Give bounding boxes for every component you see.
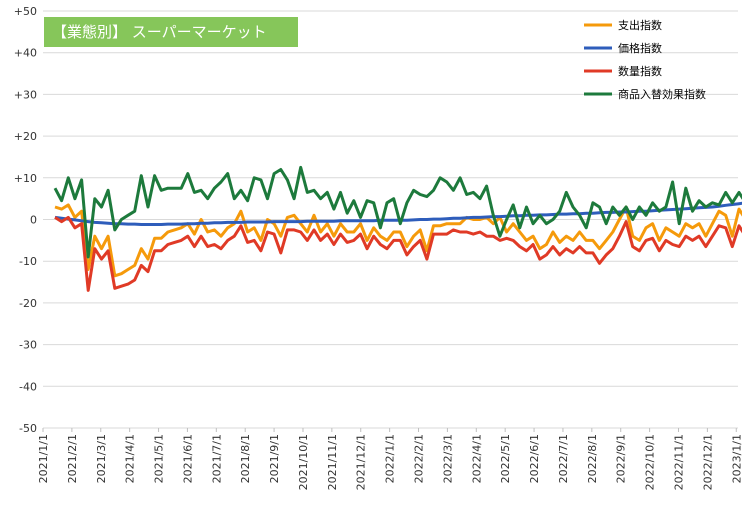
y-tick-label: -20: [19, 297, 37, 310]
x-tick-label: 2021/2/1: [66, 434, 79, 483]
x-tick-label: 2022/10/1: [644, 434, 657, 490]
chart-title-badge: 【業態別】 スーパーマーケット: [44, 17, 298, 47]
x-tick-label: 2022/2/1: [413, 434, 426, 483]
series-line-3: [53, 165, 742, 259]
x-tick-label: 2021/8/1: [239, 434, 252, 483]
y-tick-label: +40: [14, 47, 37, 60]
x-tick-label: 2022/1/1: [384, 434, 397, 483]
x-tick-label: 2021/5/1: [153, 434, 166, 483]
y-tick-label: -30: [19, 339, 37, 352]
y-tick-label: +30: [14, 88, 37, 101]
y-tick-label: +50: [14, 5, 37, 18]
legend-label: 支出指数: [618, 18, 662, 32]
x-tick-label: 2022/11/1: [672, 434, 685, 490]
x-tick-label: 2021/9/1: [268, 434, 281, 483]
x-tick-label: 2022/12/1: [701, 434, 714, 490]
legend-label: 商品入替効果指数: [618, 87, 706, 101]
x-tick-label: 2021/12/1: [355, 434, 368, 490]
x-tick-label: 2022/6/1: [528, 434, 541, 483]
legend-label: 数量指数: [618, 64, 662, 78]
y-tick-label: +10: [14, 172, 37, 185]
x-tick-label: 2022/5/1: [499, 434, 512, 483]
x-tick-label: 2021/7/1: [210, 434, 223, 483]
x-tick-label: 2022/4/1: [470, 434, 483, 483]
x-axis-ticks: 2021/1/1 2021/2/1 2021/3/1 2021/4/1 2021/5/1…: [37, 428, 742, 490]
x-tick-label: 2022/8/1: [586, 434, 599, 483]
legend-label: 価格指数: [618, 41, 662, 55]
y-tick-label: -50: [19, 422, 37, 435]
series-line-2: [54, 215, 742, 292]
y-tick-label: +20: [14, 130, 37, 143]
x-tick-label: 2021/4/1: [124, 434, 137, 483]
x-tick-label: 2021/10/1: [297, 434, 310, 490]
chart-title: 【業態別】 スーパーマーケット: [52, 23, 267, 41]
x-tick-label: 2023/1/1: [730, 434, 742, 483]
series-line-0: [54, 203, 742, 278]
y-tick-label: 0: [30, 214, 37, 227]
y-tick-label: -40: [19, 380, 37, 393]
x-tick-label: 2021/1/1: [37, 434, 50, 483]
y-tick-label: -10: [19, 255, 37, 268]
x-tick-label: 2022/7/1: [557, 434, 570, 483]
x-tick-label: 2022/9/1: [615, 434, 628, 483]
x-tick-label: 2021/6/1: [181, 434, 194, 483]
series-lines: [53, 165, 742, 292]
x-tick-label: 2021/3/1: [95, 434, 108, 483]
x-tick-label: 2022/3/1: [441, 434, 454, 483]
x-tick-label: 2021/11/1: [326, 434, 339, 490]
y-axis-ticks: +50 +40 +30 +20 +10 0 -10 -20 -30 -40 -50: [14, 5, 37, 435]
